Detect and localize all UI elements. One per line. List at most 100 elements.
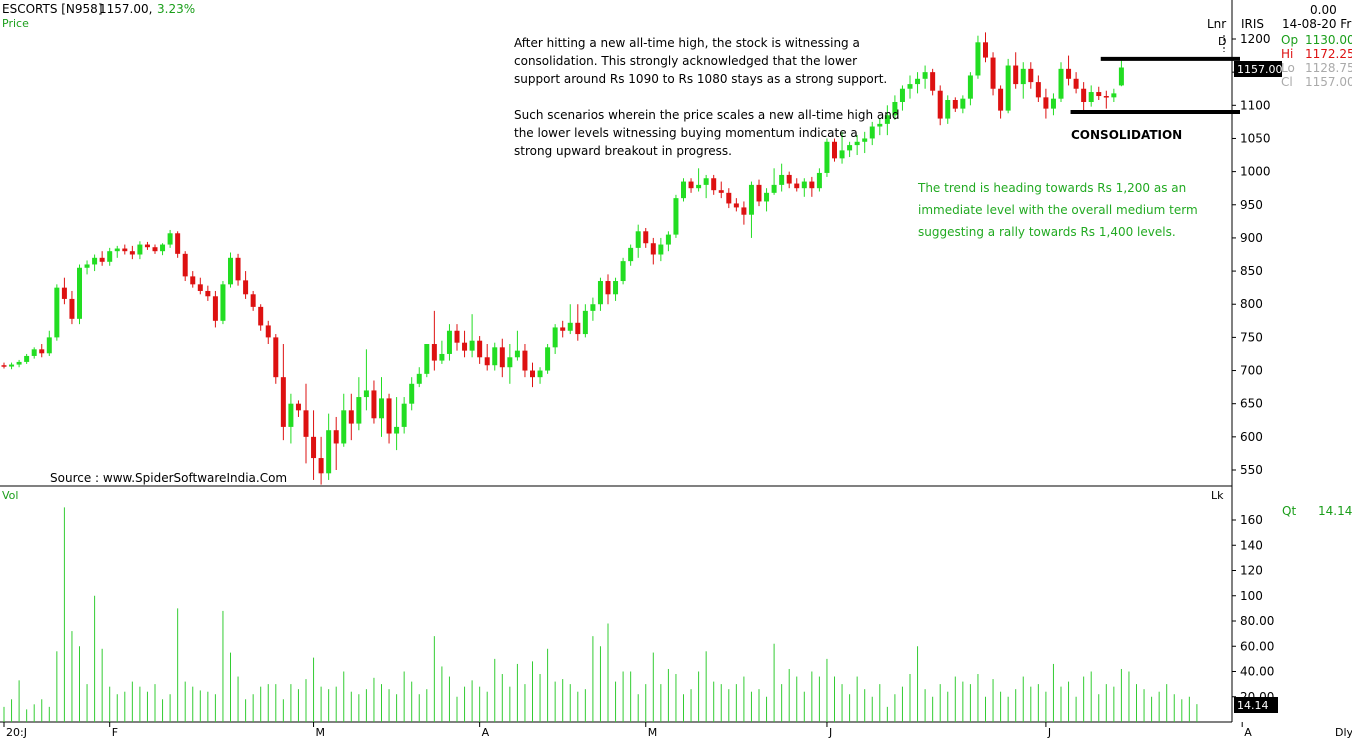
candle-body — [930, 72, 936, 91]
volume-series — [3, 507, 1198, 722]
candle-body — [628, 247, 634, 262]
candle-body — [711, 178, 717, 191]
volume-tick-label: 60.00 — [1240, 639, 1274, 653]
candle-body — [265, 325, 271, 338]
candle-body — [756, 184, 762, 202]
candle-body — [341, 410, 347, 444]
candle-body — [1066, 68, 1072, 79]
annotation-line: Such scenarios wherein the price scales … — [514, 108, 900, 122]
candle-body — [786, 174, 792, 184]
candle-body — [567, 322, 573, 331]
price-tick-label: 1000 — [1240, 165, 1271, 179]
candle-body — [1020, 68, 1026, 85]
price-tick-label: 1050 — [1240, 131, 1271, 145]
consolidation-lines — [1070, 56, 1240, 114]
candle-body — [311, 436, 317, 459]
price-tag: 1157.00 — [1237, 63, 1283, 76]
high-label: Hi — [1281, 47, 1293, 61]
annotation-line: immediate level with the overall medium … — [918, 203, 1198, 217]
candle-body — [303, 410, 309, 437]
candle-body — [122, 248, 128, 252]
price-axis: 550 600 650 700 750 800 850 900 950 1000 1050 1100 1… — [1232, 32, 1271, 477]
candle-body — [190, 276, 196, 285]
price-panel-label: Price — [2, 17, 29, 30]
candle-body — [545, 347, 551, 371]
candle-body — [258, 306, 264, 326]
candle-body — [1111, 93, 1117, 98]
month-label: J — [1047, 726, 1051, 739]
candle-body — [839, 150, 845, 159]
candle-body — [69, 298, 75, 319]
candle-body — [1118, 67, 1124, 86]
candle-body — [847, 145, 853, 151]
candle-body — [24, 355, 30, 362]
candle-body — [635, 231, 641, 248]
price-tag-bg — [1234, 61, 1282, 77]
candle-body — [61, 287, 67, 299]
candle-body — [1088, 92, 1094, 102]
candle-body — [1050, 98, 1056, 109]
candle-body — [371, 390, 377, 419]
volume-tag-bg — [1234, 697, 1278, 713]
candle-body — [46, 337, 52, 354]
candle-body — [469, 340, 475, 351]
symbol-label: ESCORTS [N958] — [2, 2, 103, 16]
price-tick-label: 900 — [1240, 231, 1263, 245]
source-label: Source : www.SpiderSoftwareIndia.Com — [50, 471, 287, 485]
candle-body — [280, 377, 286, 427]
consolidation-label: CONSOLIDATION — [1071, 128, 1182, 142]
candle-body — [590, 304, 596, 311]
price-tick-label: 700 — [1240, 364, 1263, 378]
month-label: M — [648, 726, 658, 739]
low-label: Lo — [1281, 61, 1295, 75]
iris-label: IRIS — [1241, 17, 1264, 31]
open-value: 1130.00 — [1305, 33, 1352, 47]
candle-body — [560, 327, 566, 331]
candle-body — [160, 244, 166, 252]
candle-body — [492, 347, 498, 366]
price-tick-label: 650 — [1240, 397, 1263, 411]
candle-body — [348, 410, 354, 424]
close-label: Cl — [1281, 75, 1293, 89]
candle-body — [507, 357, 513, 368]
candle-body — [462, 342, 468, 351]
candle-body — [212, 296, 218, 321]
qt-value: 14.14 — [1318, 504, 1352, 518]
candle-body — [779, 174, 785, 185]
candle-body — [658, 244, 664, 255]
candle-body — [333, 430, 339, 444]
candle-body — [967, 75, 973, 99]
candle-body — [1035, 82, 1041, 98]
candle-body — [922, 72, 928, 79]
annotation-line: After hitting a new all-time high, the s… — [514, 36, 860, 50]
lnr-label: Lnr — [1207, 17, 1226, 31]
candle-body — [424, 344, 430, 374]
price-tick-label: 950 — [1240, 198, 1263, 212]
candle-body — [620, 261, 626, 282]
candle-body — [39, 349, 45, 354]
open-label: Op — [1281, 33, 1298, 47]
candle-body — [454, 330, 460, 343]
candle-body — [1, 365, 7, 367]
qt-label: Qt — [1282, 504, 1296, 518]
candle-body — [144, 244, 150, 248]
candle-body — [552, 327, 558, 348]
annotation-line: support around Rs 1090 to Rs 1080 stays … — [514, 72, 887, 86]
annotation-green-note: The trend is heading towards Rs 1,200 as… — [917, 181, 1198, 239]
candle-body — [197, 284, 203, 291]
d-label: D — [1218, 35, 1226, 48]
candle-body — [1081, 88, 1087, 102]
candle-body — [696, 184, 702, 189]
price-tick-label: 1100 — [1240, 98, 1271, 112]
volume-tick-label: 160 — [1240, 513, 1263, 527]
candle-body — [99, 257, 105, 262]
candle-body — [1013, 65, 1019, 85]
volume-tick-label: 40.00 — [1240, 665, 1274, 679]
candlestick-series — [1, 32, 1124, 485]
candle-body — [952, 100, 958, 109]
candle-body — [718, 190, 724, 193]
info-value: 0.00 — [1310, 3, 1337, 17]
candle-body — [673, 198, 679, 235]
candle-body — [477, 340, 483, 358]
